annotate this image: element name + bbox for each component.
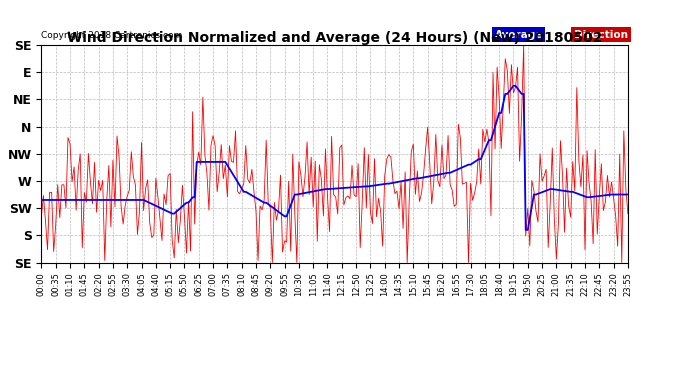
Text: Direction: Direction bbox=[574, 30, 628, 40]
Title: Wind Direction Normalized and Average (24 Hours) (New) 20180502: Wind Direction Normalized and Average (2… bbox=[67, 31, 602, 45]
Text: Average: Average bbox=[495, 30, 543, 40]
Text: Copyright 2018 Cartronics.com: Copyright 2018 Cartronics.com bbox=[41, 31, 183, 40]
